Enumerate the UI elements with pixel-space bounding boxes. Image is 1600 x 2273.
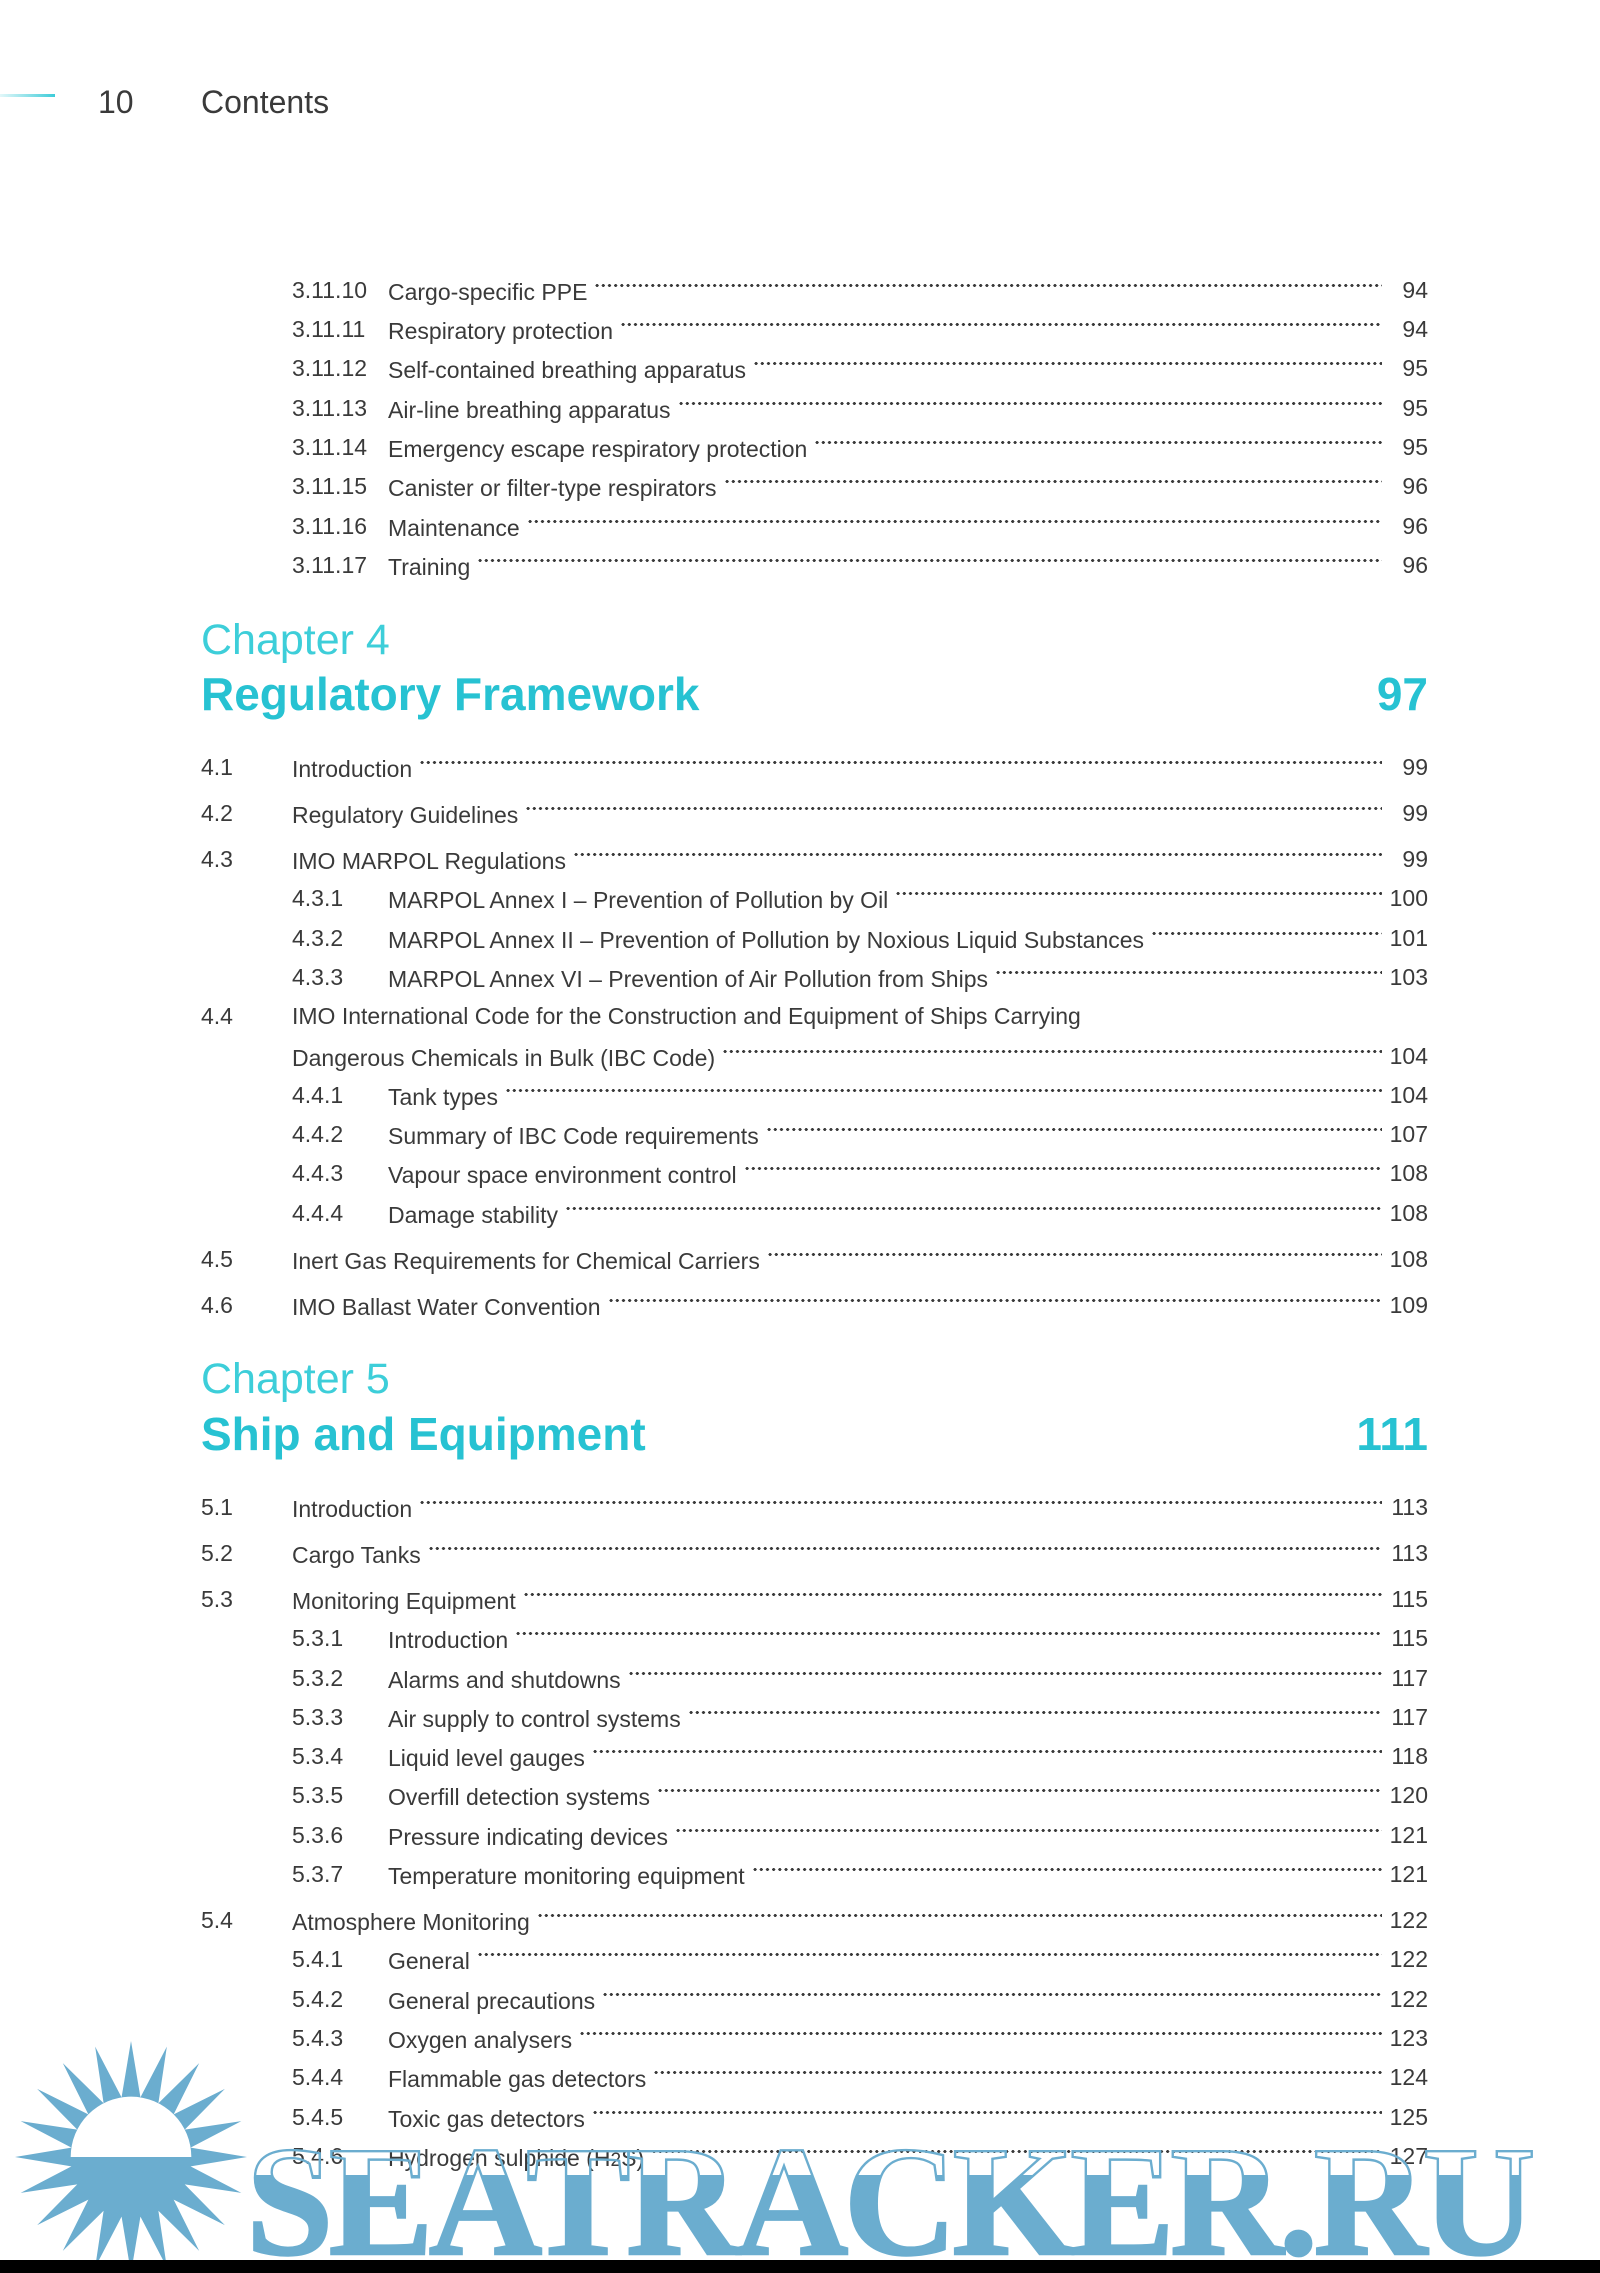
svg-text:SEATRACKER.RU: SEATRACKER.RU (246, 2114, 1532, 2273)
svg-text:SEATRACKER.RU: SEATRACKER.RU (246, 2114, 1532, 2273)
